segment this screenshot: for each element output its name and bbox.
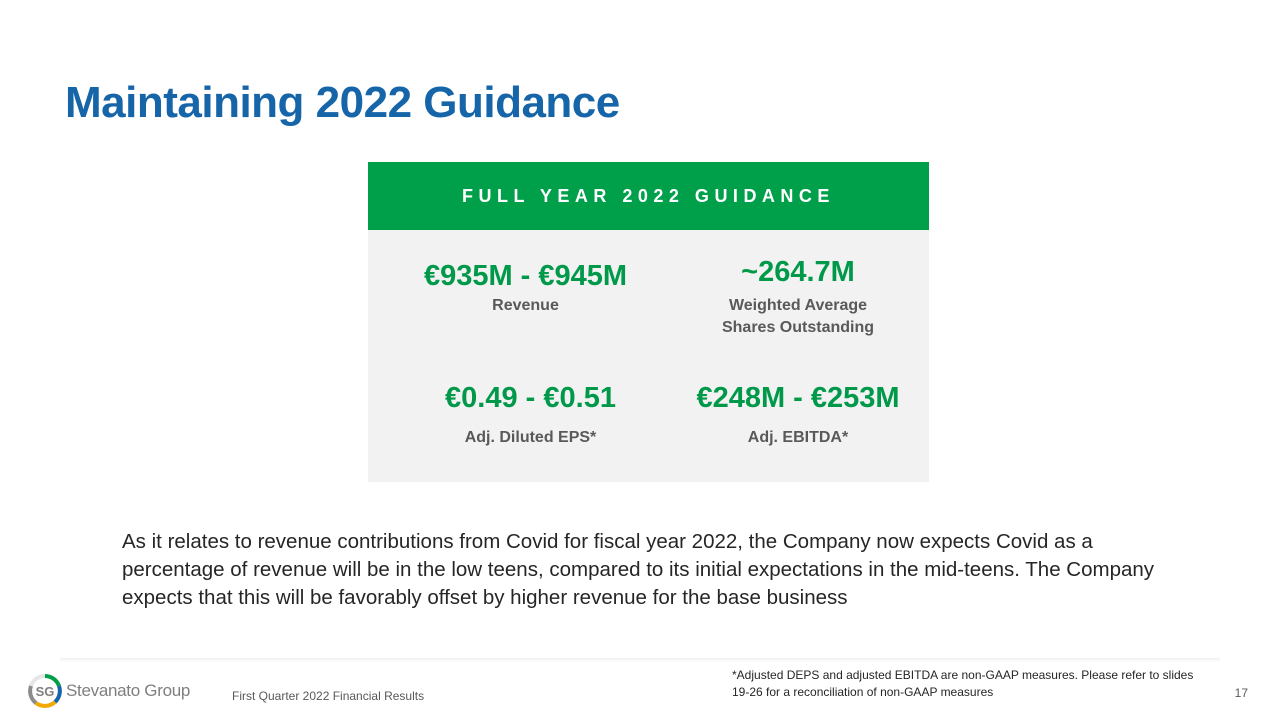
page-number: 17 bbox=[1234, 686, 1248, 700]
slide-title: Maintaining 2022 Guidance bbox=[65, 78, 620, 127]
metric-shares-value: ~264.7M bbox=[741, 256, 855, 288]
metric-ebitda-value: €248M - €253M bbox=[696, 382, 900, 414]
footnote: *Adjusted DEPS and adjusted EBITDA are n… bbox=[732, 668, 1194, 699]
svg-text:SG: SG bbox=[36, 684, 55, 699]
metric-revenue: €935M - €945M Revenue bbox=[383, 260, 668, 317]
metric-revenue-value: €935M - €945M bbox=[423, 260, 628, 292]
body-paragraph: As it relates to revenue contributions f… bbox=[122, 530, 1155, 609]
metric-shares-label-line2: Shares Outstanding bbox=[721, 319, 875, 336]
metric-shares-label: Weighted Average Shares Outstanding bbox=[658, 295, 938, 339]
sg-logo-icon: SG bbox=[28, 674, 62, 708]
guidance-card: FULL YEAR 2022 GUIDANCE €935M - €945M Re… bbox=[368, 162, 929, 482]
metric-shares: ~264.7M Weighted Average Shares Outstand… bbox=[658, 256, 938, 339]
metric-ebitda: €248M - €253M Adj. EBITDA* bbox=[658, 382, 938, 449]
footer-divider bbox=[60, 658, 1220, 662]
metric-eps-label: Adj. Diluted EPS* bbox=[464, 429, 597, 446]
guidance-card-header: FULL YEAR 2022 GUIDANCE bbox=[368, 162, 929, 230]
company-logo: SG Stevanato Group bbox=[28, 674, 190, 708]
metric-eps-value: €0.49 - €0.51 bbox=[445, 382, 616, 414]
metric-shares-label-line1: Weighted Average bbox=[728, 297, 868, 314]
metric-ebitda-label: Adj. EBITDA* bbox=[747, 429, 849, 446]
presentation-title: First Quarter 2022 Financial Results bbox=[232, 689, 425, 703]
metric-eps: €0.49 - €0.51 Adj. Diluted EPS* bbox=[388, 382, 673, 449]
logo-text: Stevanato Group bbox=[66, 681, 191, 700]
metric-revenue-label: Revenue bbox=[492, 297, 559, 314]
